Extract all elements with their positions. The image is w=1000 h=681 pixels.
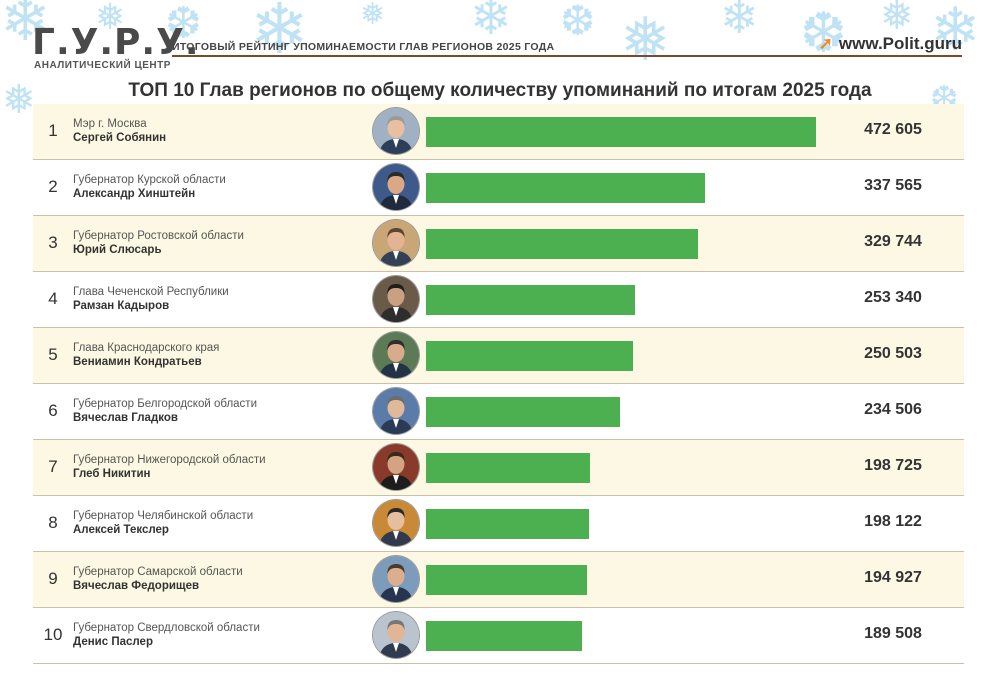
table-row: 5 Глава Краснодарского края Вениамин Кондр… (33, 328, 964, 384)
value-label: 234 506 (864, 401, 922, 418)
table-row: 3 Губернатор Ростовской области Юрий Слюса… (33, 216, 964, 272)
logo-subtitle: АНАЛИТИЧЕСКИЙ ЦЕНТР (34, 60, 171, 71)
person-name: Денис Паслер (73, 636, 153, 648)
website-link[interactable]: ➚ www.Polit.guru (819, 34, 962, 54)
position-label: Губернатор Самарской области (73, 566, 243, 578)
position-label: Глава Краснодарского края (73, 342, 220, 354)
table-row: 10 Губернатор Свердловской области Денис П… (33, 608, 964, 664)
value-label: 198 122 (864, 513, 922, 530)
rank-label: 7 (48, 457, 58, 476)
position-label: Губернатор Курской области (73, 174, 226, 186)
rank-label: 5 (48, 345, 58, 364)
position-label: Губернатор Нижегородской области (73, 454, 266, 466)
value-label: 250 503 (864, 345, 922, 362)
avatar (373, 444, 419, 490)
value-label: 194 927 (864, 569, 922, 586)
table-row: 8 Губернатор Челябинской области Алексей Т… (33, 496, 964, 552)
table-row: 7 Губернатор Нижегородской области Глеб Ни… (33, 440, 964, 496)
bar (426, 509, 589, 539)
value-label: 472 605 (864, 121, 922, 138)
rank-label: 1 (48, 121, 58, 140)
bar (426, 341, 633, 371)
table-row: 6 Губернатор Белгородской области Вячеслав… (33, 384, 964, 440)
bar (426, 117, 816, 147)
rank-label: 2 (48, 177, 58, 196)
table-row: 4 Глава Чеченской Республики Рамзан Кадыро… (33, 272, 964, 328)
value-label: 198 725 (864, 457, 922, 474)
person-name: Вячеслав Гладков (73, 412, 178, 424)
person-name: Вениамин Кондратьев (73, 356, 202, 368)
person-name: Вячеслав Федорищев (73, 580, 200, 592)
person-name: Рамзан Кадыров (73, 300, 170, 312)
value-label: 253 340 (864, 289, 922, 306)
value-label: 329 744 (864, 233, 922, 250)
bar (426, 453, 590, 483)
ranking-table: 1 Мэр г. Москва Сергей Собянин 472 605 2 Губе… (33, 104, 964, 664)
rank-label: 3 (48, 233, 58, 252)
bar (426, 173, 705, 203)
position-label: Мэр г. Москва (73, 118, 147, 130)
value-label: 189 508 (864, 625, 922, 642)
position-label: Губернатор Ростовской области (73, 230, 244, 242)
rank-label: 10 (43, 625, 63, 644)
position-label: Губернатор Свердловской области (73, 622, 260, 634)
avatar (373, 388, 419, 434)
website-url: www.Polit.guru (838, 34, 962, 53)
avatar (373, 108, 419, 154)
person-name: Глеб Никитин (73, 468, 151, 480)
person-name: Сергей Собянин (73, 132, 167, 144)
avatar (373, 612, 419, 658)
avatar (373, 556, 419, 602)
chart-title: ТОП 10 Глав регионов по общему количеств… (128, 80, 872, 101)
header: Г.У.Р.У. АНАЛИТИЧЕСКИЙ ЦЕНТР ИТОГОВЫЙ РЕ… (0, 0, 1000, 80)
avatar (373, 500, 419, 546)
rank-label: 9 (48, 569, 58, 588)
rank-label: 6 (48, 401, 58, 420)
report-caption: ИТОГОВЫЙ РЕЙТИНГ УПОМИНАЕМОСТИ ГЛАВ РЕГИ… (172, 41, 555, 53)
logo: Г.У.Р.У. (32, 22, 200, 63)
bar (426, 621, 582, 651)
header-divider (172, 55, 962, 57)
rank-label: 8 (48, 513, 58, 532)
position-label: Губернатор Белгородской области (73, 398, 257, 410)
person-name: Алексей Текслер (73, 524, 169, 536)
avatar (373, 220, 419, 266)
arrow-icon: ➚ (818, 34, 833, 53)
person-name: Александр Хинштейн (73, 188, 196, 200)
rank-label: 4 (48, 289, 58, 308)
value-label: 337 565 (864, 177, 922, 194)
table-row: 9 Губернатор Самарской области Вячеслав Фе… (33, 552, 964, 608)
avatar (373, 164, 419, 210)
bar (426, 229, 698, 259)
position-label: Губернатор Челябинской области (73, 510, 254, 522)
bar (426, 285, 635, 315)
bar (426, 565, 587, 595)
table-row: 1 Мэр г. Москва Сергей Собянин 472 605 (33, 104, 964, 160)
avatar (373, 276, 419, 322)
position-label: Глава Чеченской Республики (73, 286, 229, 298)
person-name: Юрий Слюсарь (73, 244, 162, 256)
table-row: 2 Губернатор Курской области Александр Хин… (33, 160, 964, 216)
avatar (373, 332, 419, 378)
bar (426, 397, 620, 427)
